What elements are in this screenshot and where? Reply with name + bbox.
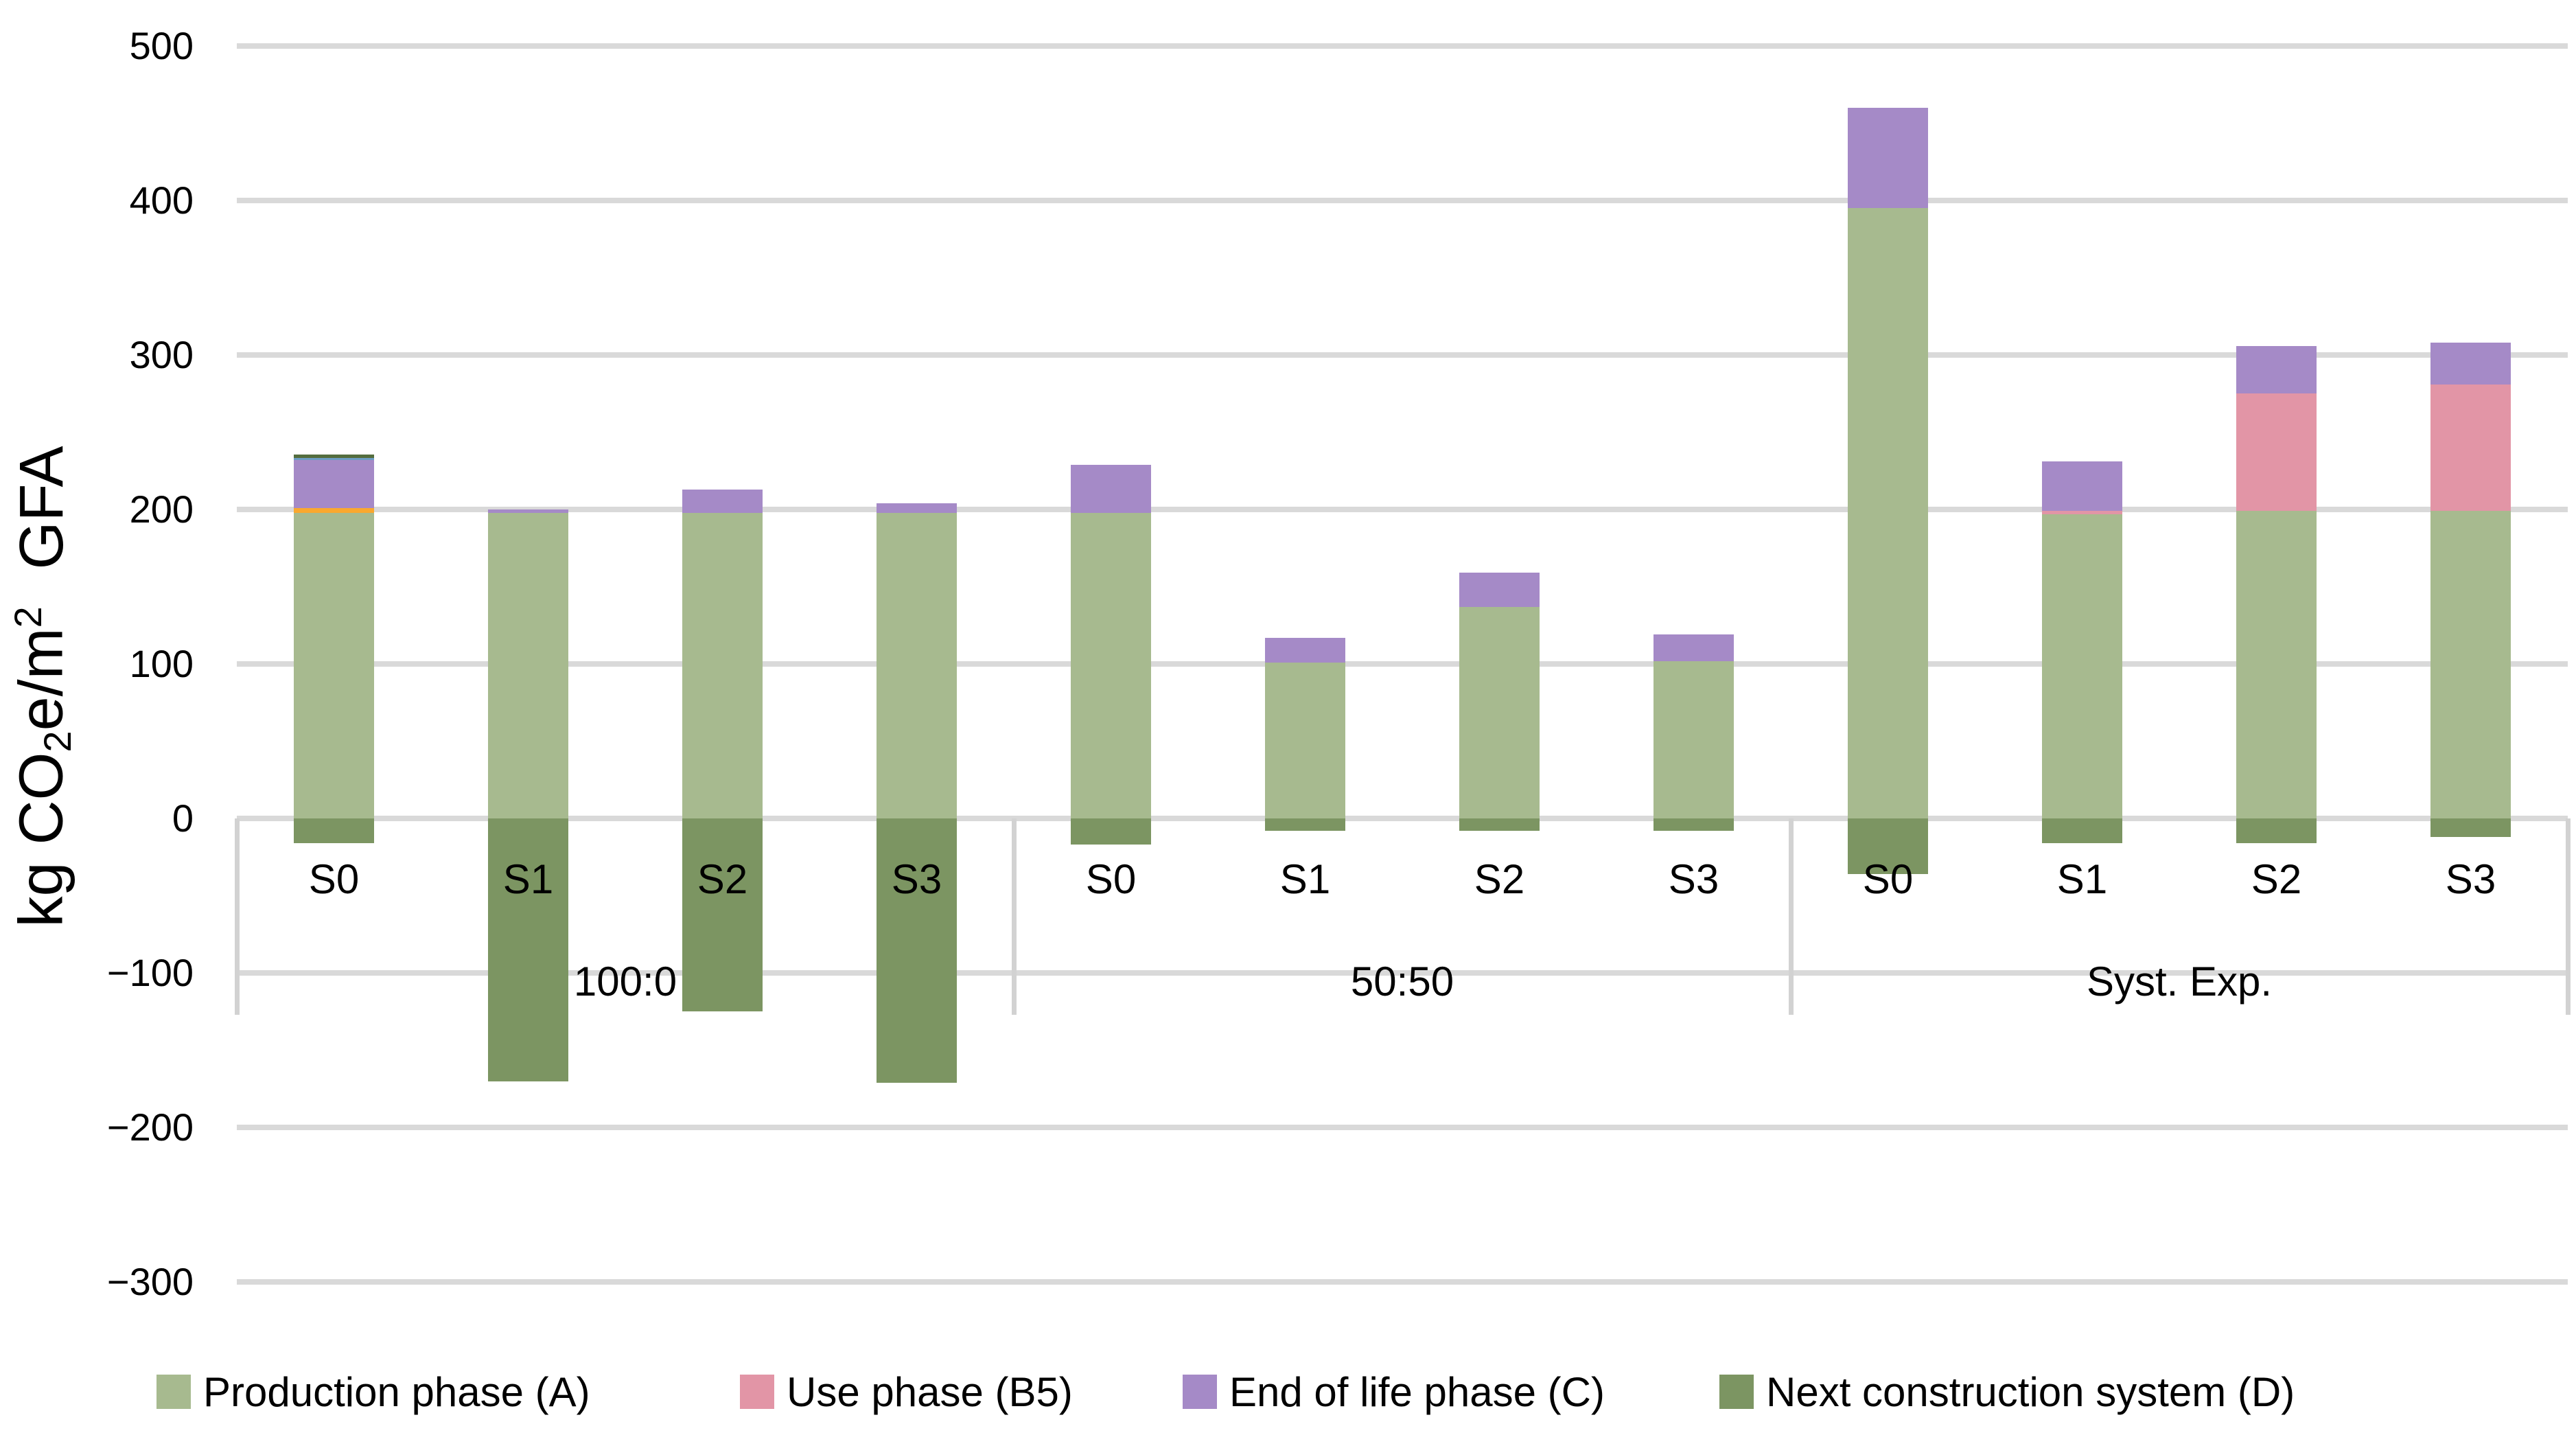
bar-segment-production-phase-a <box>2042 514 2122 818</box>
y-tick-label: −200 <box>106 1105 194 1149</box>
group-label-2: Syst. Exp. <box>2086 959 2273 1005</box>
bar-segment-next-construction-system-d <box>1071 818 1151 845</box>
x-tick-label-S2: S2 <box>697 856 748 902</box>
gridline-200 <box>237 507 2568 512</box>
x-tick-label-S2: S2 <box>2251 856 2302 902</box>
bar-segment-end-of-life-phase-c <box>1848 108 1928 208</box>
bar-segment-next-construction-system-d <box>1265 818 1345 831</box>
y-tick-label: 0 <box>172 796 194 840</box>
x-tick-label-S2: S2 <box>1474 856 1525 902</box>
bar-segment-production-phase-a <box>294 513 374 818</box>
gridline-300 <box>237 352 2568 358</box>
bar-segment-production-phase-a <box>2430 511 2511 818</box>
y-tick-label: 300 <box>129 333 194 376</box>
bar-segment-next-construction-system-d <box>1653 818 1734 831</box>
bar-segment-production-phase-a <box>1848 208 1928 818</box>
legend-label-0: Production phase (A) <box>203 1369 590 1415</box>
bar-segment-use-phase-b5 <box>2430 385 2511 511</box>
legend-swatch-3 <box>1719 1375 1754 1409</box>
bar-segment-production-phase-a <box>1459 607 1540 818</box>
x-tick-label-S1: S1 <box>2056 856 2108 902</box>
bar-segment-end-of-life-phase-c <box>2236 346 2317 393</box>
bar-segment-end-of-life-phase-c <box>877 503 957 513</box>
gridline-100 <box>237 661 2568 667</box>
bar-segment-end-of-life-phase-c <box>1265 638 1345 663</box>
bar-segment-end-of-life-phase-c <box>488 509 568 513</box>
gridline--200 <box>237 1125 2568 1130</box>
y-tick-label: −100 <box>106 951 194 994</box>
gridline--300 <box>237 1279 2568 1285</box>
y-tick-label: 500 <box>129 24 194 67</box>
legend-swatch-1 <box>740 1375 774 1409</box>
x-tick-label-S1: S1 <box>502 856 554 902</box>
x-tick-label-S0: S0 <box>1862 856 1914 902</box>
bar-segment-use-phase-b5 <box>2236 393 2317 511</box>
bar-segment-production-phase-a <box>1265 663 1345 818</box>
bar-segment-unlabeled-above-end-of-life <box>294 458 374 460</box>
x-tick-label-S1: S1 <box>1279 856 1331 902</box>
group-label-1: 50:50 <box>1350 959 1454 1005</box>
bar-segment-unlabeled-top <box>294 455 374 458</box>
bar-segment-next-construction-system-d <box>2042 818 2122 843</box>
bar-segment-production-phase-a <box>682 513 763 818</box>
axis-separator <box>1789 818 1794 1015</box>
group-label-0: 100:0 <box>573 959 677 1005</box>
bar-segment-unlabeled-after-production <box>294 508 374 513</box>
gridline-0 <box>237 816 2568 821</box>
bar-segment-next-construction-system-d <box>877 818 957 1083</box>
bar-segment-production-phase-a <box>488 513 568 818</box>
axis-separator <box>1012 818 1017 1015</box>
bar-segment-end-of-life-phase-c <box>2430 343 2511 385</box>
axis-separator <box>235 818 240 1015</box>
x-tick-label-S3: S3 <box>2445 856 2496 902</box>
legend-label-1: Use phase (B5) <box>787 1369 1073 1415</box>
x-tick-label-S3: S3 <box>891 856 942 902</box>
bar-segment-use-phase-b5 <box>2042 511 2122 514</box>
bar-segment-next-construction-system-d <box>2236 818 2317 843</box>
bar-segment-end-of-life-phase-c <box>1653 634 1734 661</box>
y-tick-label: 400 <box>129 179 194 222</box>
bar-segment-next-construction-system-d <box>1848 818 1928 874</box>
y-tick-label: 200 <box>129 487 194 531</box>
bar-segment-next-construction-system-d <box>488 818 568 1081</box>
gridline--100 <box>237 970 2568 976</box>
bar-segment-end-of-life-phase-c <box>1459 573 1540 607</box>
bar-segment-next-construction-system-d <box>2430 818 2511 837</box>
legend-swatch-2 <box>1183 1375 1217 1409</box>
legend-swatch-0 <box>156 1375 191 1409</box>
y-tick-label: 100 <box>129 642 194 685</box>
bar-segment-next-construction-system-d <box>1459 818 1540 831</box>
bar-segment-next-construction-system-d <box>682 818 763 1011</box>
gridline-400 <box>237 198 2568 203</box>
bar-segment-production-phase-a <box>877 513 957 818</box>
bar-segment-production-phase-a <box>1071 513 1151 818</box>
legend-label-2: End of life phase (C) <box>1229 1369 1605 1415</box>
x-tick-label-S0: S0 <box>308 856 360 902</box>
bar-segment-end-of-life-phase-c <box>294 460 374 508</box>
y-tick-label: −300 <box>106 1260 194 1303</box>
bar-segment-end-of-life-phase-c <box>682 490 763 513</box>
x-tick-label-S3: S3 <box>1668 856 1719 902</box>
bar-segment-next-construction-system-d <box>294 818 374 843</box>
axis-separator <box>2566 818 2571 1015</box>
x-tick-label-S0: S0 <box>1085 856 1137 902</box>
bar-segment-end-of-life-phase-c <box>2042 461 2122 511</box>
legend-label-3: Next construction system (D) <box>1766 1369 2295 1415</box>
bar-segment-production-phase-a <box>1653 661 1734 818</box>
bar-segment-end-of-life-phase-c <box>1071 465 1151 513</box>
bar-segment-production-phase-a <box>2236 511 2317 818</box>
gridline-500 <box>237 43 2568 49</box>
